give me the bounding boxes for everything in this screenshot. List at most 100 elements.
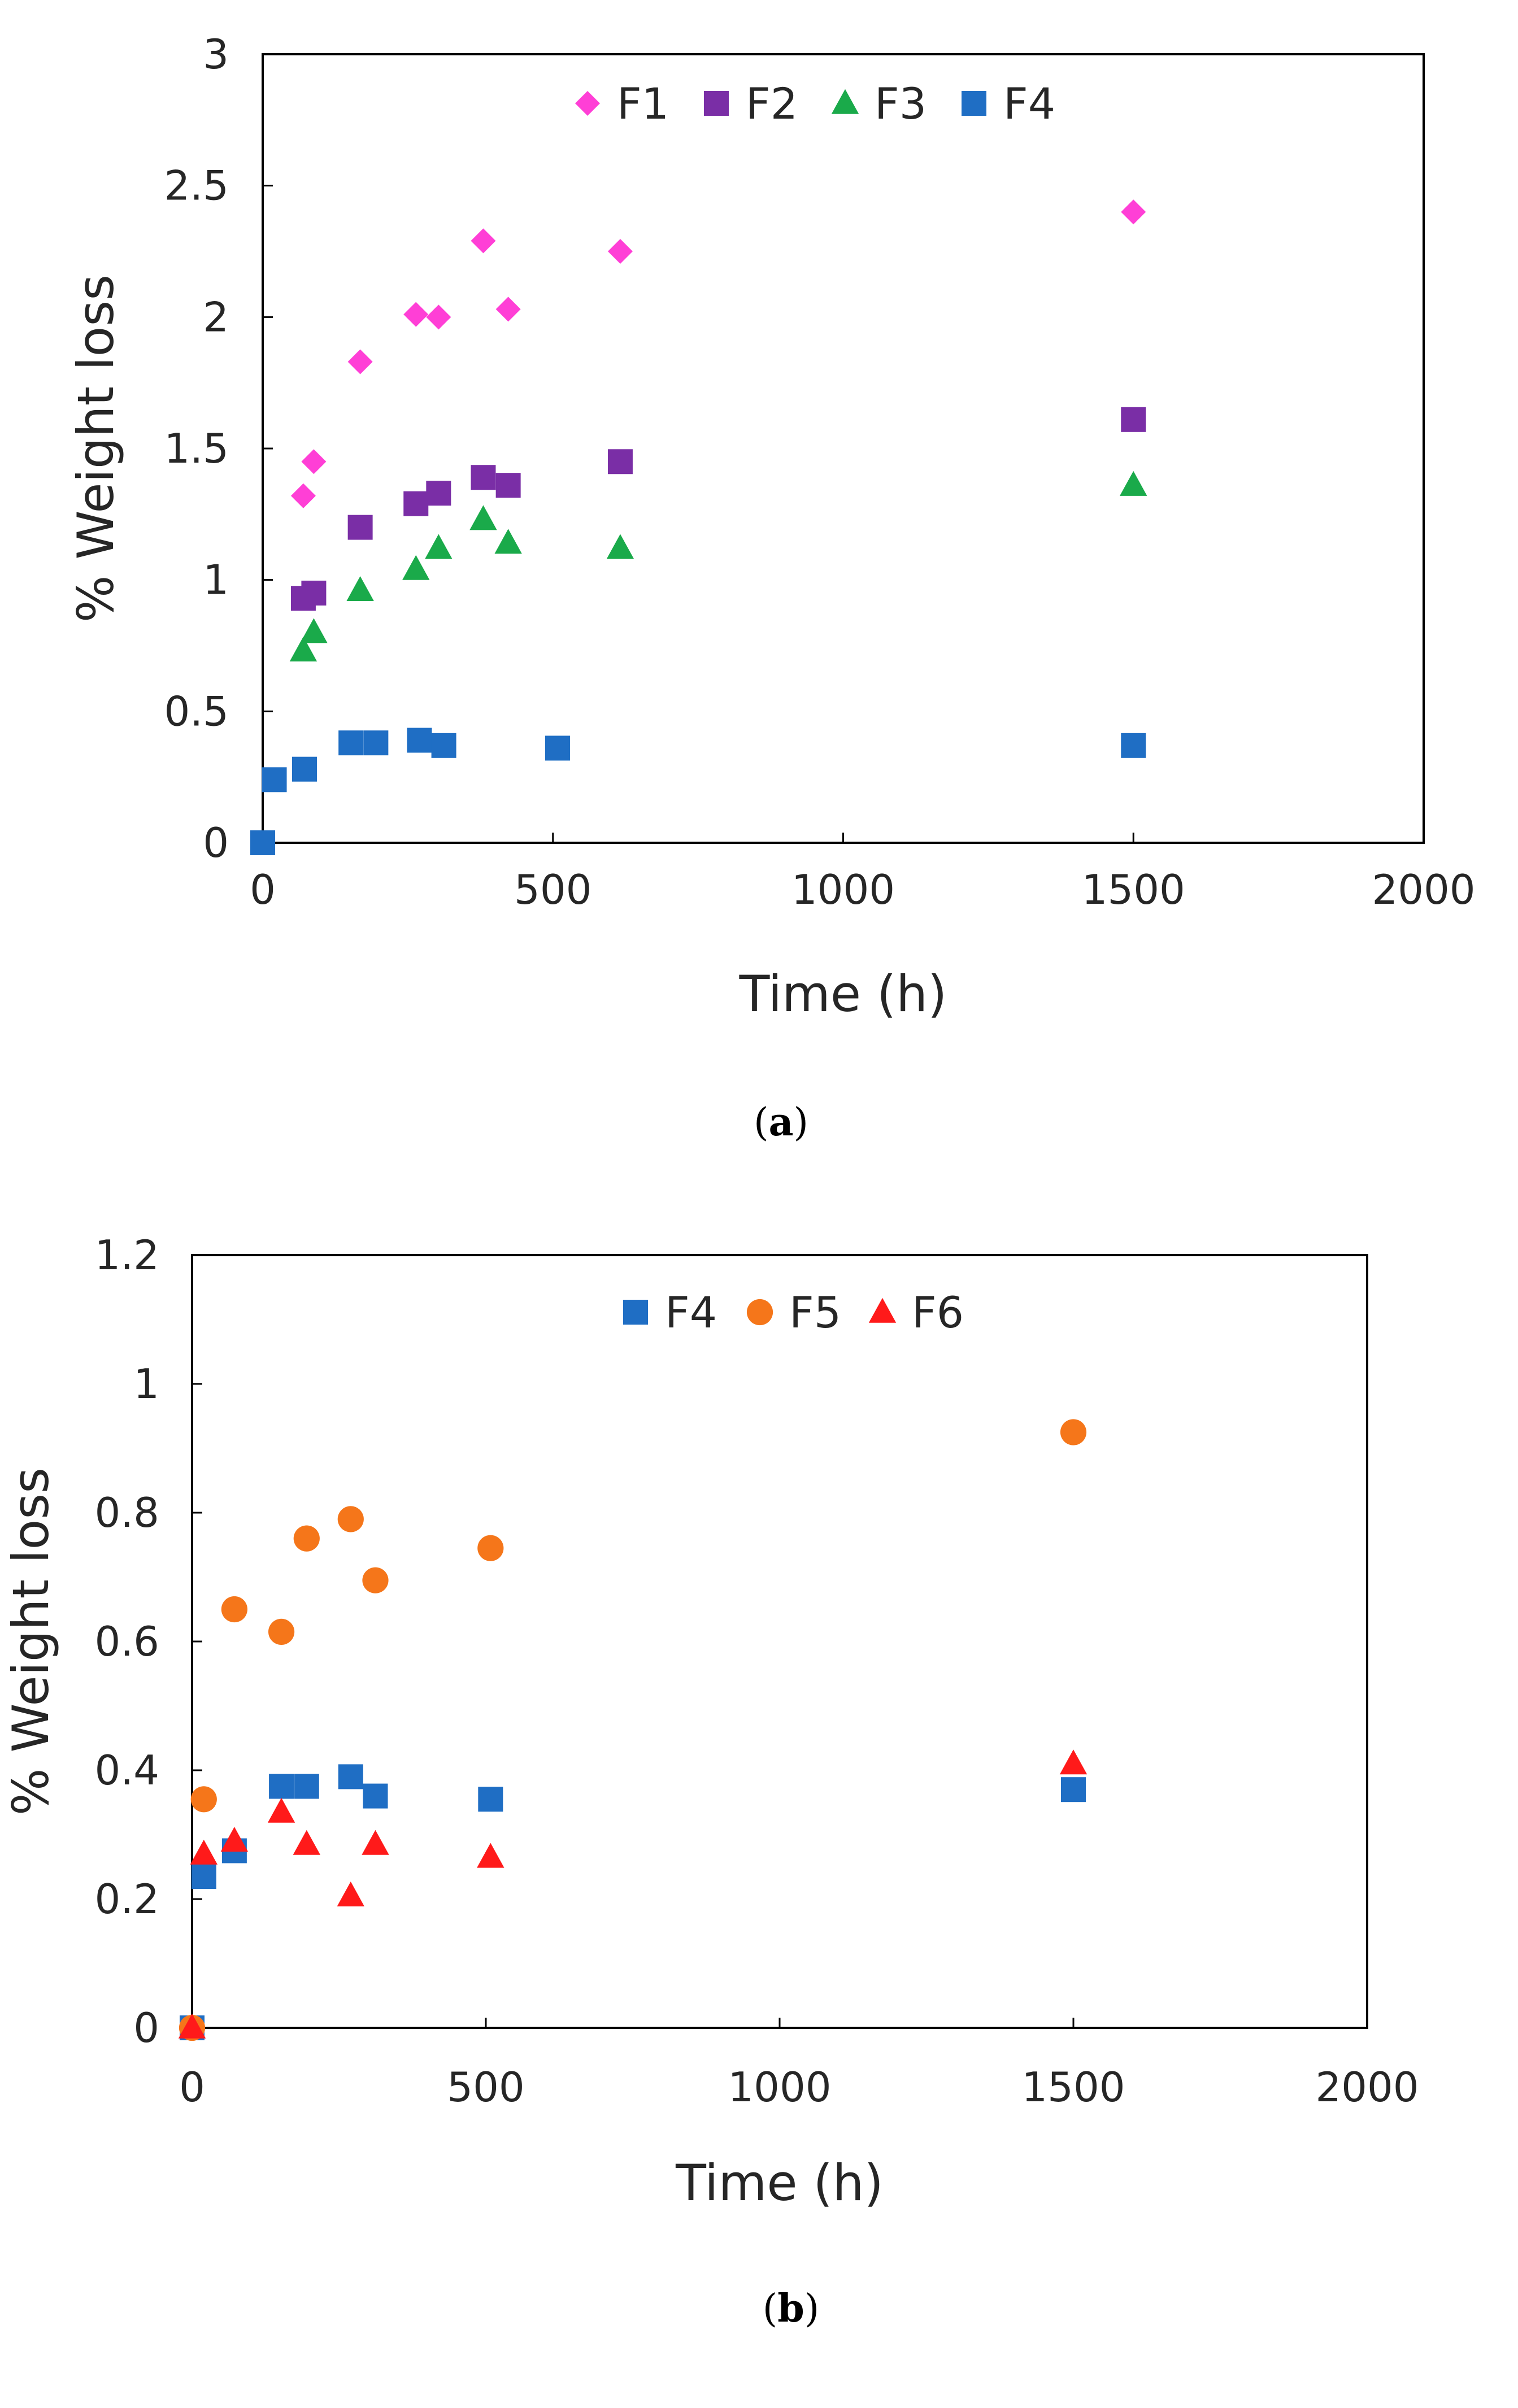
y-tick-label: 0.8: [94, 1489, 159, 1536]
data-point-f4: [363, 1783, 388, 1809]
data-point-f4: [269, 1774, 294, 1799]
data-point-f4: [363, 730, 389, 756]
x-tick-label: 500: [514, 866, 591, 913]
legend-label-f5: F5: [789, 1287, 841, 1338]
data-point-f4: [292, 756, 317, 782]
plot-area: [191, 1254, 1368, 2029]
data-point-f2: [471, 465, 496, 490]
data-point-f5: [477, 1535, 504, 1561]
data-point-f2: [347, 515, 373, 540]
data-point-f5: [1060, 1419, 1087, 1445]
data-point-f2: [426, 481, 451, 506]
series-f3: [289, 471, 1147, 662]
x-tick-label: 1500: [1082, 866, 1185, 913]
x-tick-label: 500: [447, 2063, 524, 2111]
data-point-f2: [607, 449, 633, 474]
y-tick-label: 0.5: [164, 687, 229, 735]
data-point-f4: [407, 728, 432, 753]
legend-label-f2: F2: [746, 79, 798, 129]
series-f5: [179, 1419, 1087, 2041]
legend-marker-f6: [868, 1297, 897, 1323]
legend-label-f3: F3: [875, 79, 927, 129]
y-tick-label: 0.6: [94, 1618, 159, 1665]
data-point-f4: [338, 1764, 363, 1789]
data-point-f1: [301, 449, 327, 474]
series-f4: [180, 1764, 1086, 2040]
data-point-f3: [1120, 471, 1147, 496]
chart-panel-a: 0 0.5 1 1.5 2 2.5 3 0 500 1000 1500 2000 Time (h) % W…: [67, 31, 1476, 1145]
x-axis-label: Time (h): [739, 965, 947, 1023]
data-point-f1: [607, 239, 633, 264]
data-point-f5: [337, 1506, 364, 1532]
data-point-f4: [1061, 1777, 1086, 1802]
y-tick-label: 0: [203, 819, 229, 866]
data-point-f4: [478, 1787, 503, 1812]
y-tick-label: 1.2: [94, 1231, 159, 1279]
x-tick-label: 1000: [728, 2063, 831, 2111]
data-point-f3: [425, 534, 453, 559]
legend-label-f4: F4: [665, 1287, 717, 1338]
data-point-f3: [289, 637, 317, 662]
data-point-f2: [301, 580, 327, 606]
data-point-f6: [190, 1839, 218, 1865]
data-point-f4: [262, 767, 287, 792]
data-point-f3: [494, 529, 522, 554]
caption-close-paren: ): [794, 1100, 809, 1145]
x-tick-label: 2000: [1372, 866, 1475, 913]
data-point-f6: [477, 1843, 504, 1868]
y-axis-label: % Weight loss: [2, 1468, 60, 1815]
data-point-f4: [294, 1774, 319, 1799]
data-point-f6: [220, 1827, 249, 1852]
data-point-f2: [403, 491, 429, 516]
legend-label-f6: F6: [912, 1287, 964, 1338]
data-point-f5: [190, 1786, 217, 1813]
y-tick-label: 2: [203, 293, 229, 341]
caption-open-paren: (: [763, 2287, 778, 2331]
panel-caption: (b): [763, 2286, 820, 2331]
data-point-f1: [495, 297, 521, 322]
legend: F4 F5 F6: [623, 1287, 964, 1338]
data-point-f6: [293, 1830, 320, 1855]
y-tick-label: 2.5: [164, 162, 229, 210]
data-point-f3: [300, 618, 328, 643]
legend-marker-f5: [746, 1299, 773, 1326]
data-point-f5: [268, 1618, 295, 1645]
y-tick-label: 0.2: [94, 1875, 159, 1923]
data-point-f1: [347, 349, 373, 375]
y-tick-label: 1: [203, 556, 229, 604]
caption-open-paren: (: [754, 1100, 769, 1145]
series-f6: [178, 1749, 1088, 2039]
y-tick-label: 1.5: [164, 425, 229, 472]
data-point-f3: [346, 576, 374, 601]
data-point-f1: [471, 228, 496, 254]
data-point-f6: [337, 1882, 364, 1906]
data-point-f4: [1121, 733, 1146, 758]
series-f2: [290, 407, 1146, 611]
y-tick-label: 3: [203, 31, 229, 78]
legend-marker-f2: [704, 91, 729, 116]
caption-letter: b: [777, 2286, 804, 2331]
x-tick-label: 1000: [791, 866, 895, 913]
y-tick-label: 0: [133, 2004, 159, 2052]
data-point-f4: [545, 735, 570, 761]
plot-area: [262, 53, 1425, 844]
panel-caption: (a): [754, 1100, 808, 1145]
data-point-f3: [606, 534, 634, 559]
series-f4: [250, 728, 1146, 855]
data-point-f1: [403, 302, 429, 327]
legend-marker-f1: [575, 91, 600, 116]
legend-marker-f4: [623, 1300, 648, 1325]
data-point-f3: [402, 555, 430, 580]
y-tick-label: 0.4: [94, 1747, 159, 1794]
x-tick-label: 2000: [1315, 2063, 1419, 2111]
data-point-f2: [1121, 407, 1146, 432]
x-tick-label: 0: [179, 2063, 205, 2111]
data-point-f4: [431, 733, 456, 758]
data-point-f1: [1121, 199, 1146, 225]
data-point-f2: [495, 473, 521, 498]
data-point-f3: [469, 505, 497, 530]
y-axis-label: % Weight loss: [67, 275, 125, 622]
data-point-f4: [191, 1864, 216, 1889]
legend-label-f1: F1: [617, 79, 669, 129]
